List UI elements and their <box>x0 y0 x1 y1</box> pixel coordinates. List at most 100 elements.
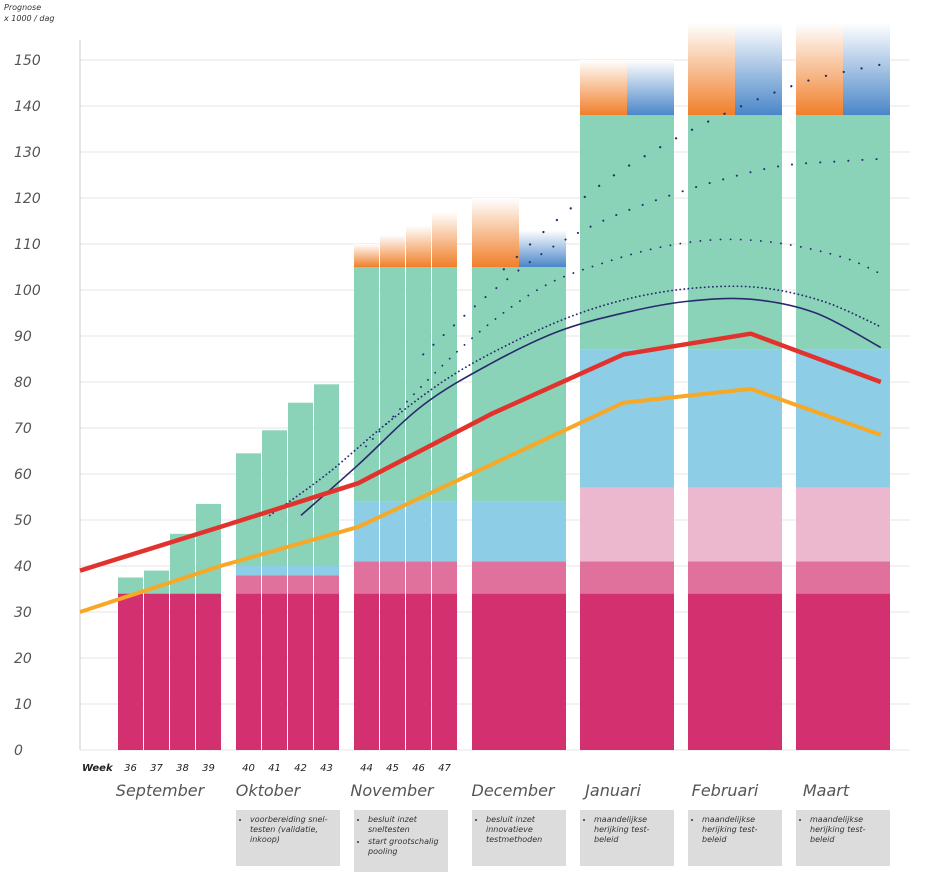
bars-group <box>118 23 890 750</box>
y-tick-label: 40 <box>14 559 32 575</box>
week-tick-label: 37 <box>150 763 163 774</box>
bar-segment <box>288 593 313 750</box>
bar-segment <box>472 593 566 750</box>
month-label: December <box>472 781 556 800</box>
month-label: Oktober <box>236 781 302 800</box>
y-axis-title: Prognose x 1000 / dag <box>4 2 54 24</box>
y-axis-ticks: 0 10 20 30 40 50 60 70 80 90 100 110 120 130 140 150 <box>14 53 41 759</box>
bar-segment <box>118 593 143 750</box>
week-tick-label: 41 <box>268 763 281 774</box>
note-item: start grootschalig pooling <box>368 837 442 857</box>
bar-segment <box>354 267 379 502</box>
bar-segment <box>144 593 169 750</box>
note-item: maandelijkse herijking test-beleid <box>702 815 776 845</box>
month-label: November <box>350 781 435 800</box>
bar-blue-segment <box>519 230 566 267</box>
week-tick-label: 39 <box>202 763 215 774</box>
y-tick-label: 50 <box>14 513 32 529</box>
bar-orange-segment <box>580 60 627 116</box>
bar-orange-segment <box>472 198 519 267</box>
bar-blue-segment <box>843 23 890 116</box>
note-box: maandelijkse herijking test-beleid <box>580 810 674 866</box>
note-box: maandelijkse herijking test-beleid <box>796 810 890 866</box>
bar-segment <box>580 115 674 350</box>
bar-segment <box>354 593 379 750</box>
y-tick-label: 120 <box>14 191 41 207</box>
y-tick-label: 140 <box>14 99 41 115</box>
bar-segment <box>118 577 143 594</box>
month-label: Maart <box>803 781 850 800</box>
bar-orange-segment <box>432 211 457 267</box>
bar-segment <box>688 115 782 350</box>
bar-segment <box>432 593 457 750</box>
month-label: September <box>116 781 206 800</box>
y-tick-label: 70 <box>14 421 32 437</box>
y-tick-label: 80 <box>14 375 32 391</box>
bar-segment <box>314 575 339 594</box>
dotted-line-3 <box>502 63 882 271</box>
bar-segment <box>406 501 431 562</box>
bar-segment <box>432 561 457 594</box>
note-box: maandelijkse herijking test-beleid <box>688 810 782 866</box>
bar-segment <box>796 593 890 750</box>
stacked-bar-chart: 0 10 20 30 40 50 60 70 80 90 100 110 120 130 140 150 We… <box>14 23 910 800</box>
note-box: besluit inzet innovatieve testmethoden <box>472 810 566 866</box>
bar-segment <box>380 561 405 594</box>
x-axis-labels: Week 36 37 38 39 40 41 42 43 44 45 46 47 September Okt… <box>82 763 850 800</box>
y-tick-label: 130 <box>14 145 41 161</box>
y-tick-label: 30 <box>14 605 32 621</box>
week-label: Week <box>82 763 114 774</box>
y-tick-label: 100 <box>14 283 41 299</box>
bar-segment <box>314 593 339 750</box>
bar-segment <box>406 561 431 594</box>
navy-line <box>300 297 882 516</box>
bar-segment <box>688 593 782 750</box>
y-tick-label: 150 <box>14 53 41 69</box>
note-list: maandelijkse herijking test-beleid <box>586 815 668 845</box>
note-list: besluit inzet innovatieve testmethoden <box>478 815 560 845</box>
note-list: maandelijkse herijking test-beleid <box>694 815 776 845</box>
y-tick-label: 10 <box>14 697 32 713</box>
bar-orange-segment <box>380 234 405 267</box>
week-tick-label: 36 <box>124 763 137 774</box>
bar-segment <box>196 503 221 594</box>
bar-segment <box>580 487 674 562</box>
bar-segment <box>354 561 379 594</box>
bar-segment <box>406 593 431 750</box>
bar-orange-segment <box>796 23 843 116</box>
bar-segment <box>472 267 566 502</box>
bar-segment <box>796 561 890 594</box>
bar-segment <box>580 561 674 594</box>
y-axis-title-line1: Prognose <box>4 3 42 12</box>
bar-segment <box>262 566 287 576</box>
red-line <box>79 331 882 573</box>
note-item: maandelijkse herijking test-beleid <box>594 815 668 845</box>
week-tick-label: 43 <box>320 763 333 774</box>
bar-segment <box>288 575 313 594</box>
bar-segment <box>354 501 379 562</box>
bar-segment <box>170 533 195 594</box>
bar-segment <box>688 349 782 488</box>
bar-segment <box>288 402 313 566</box>
bar-segment <box>236 566 261 576</box>
bar-segment <box>472 501 566 562</box>
note-item: besluit inzet innovatieve testmethoden <box>486 815 560 845</box>
bar-segment <box>432 501 457 562</box>
yellow-line <box>79 386 882 614</box>
bar-segment <box>688 487 782 562</box>
dotted-line-2 <box>422 157 882 356</box>
y-tick-label: 0 <box>14 743 23 759</box>
bar-segment <box>262 430 287 566</box>
bar-orange-segment <box>688 23 735 116</box>
bar-segment <box>580 593 674 750</box>
note-box: voorbereiding snel-testen (validatie, in… <box>236 810 340 866</box>
y-tick-label: 20 <box>14 651 32 667</box>
note-box: besluit inzet sneltestenstart grootschal… <box>354 810 448 872</box>
week-tick-label: 40 <box>242 763 255 774</box>
bar-blue-segment <box>627 60 674 116</box>
bar-segment <box>236 453 261 566</box>
week-tick-label: 45 <box>386 763 399 774</box>
week-tick-label: 47 <box>438 763 451 774</box>
bar-orange-segment <box>406 225 431 267</box>
week-tick-label: 42 <box>294 763 307 774</box>
